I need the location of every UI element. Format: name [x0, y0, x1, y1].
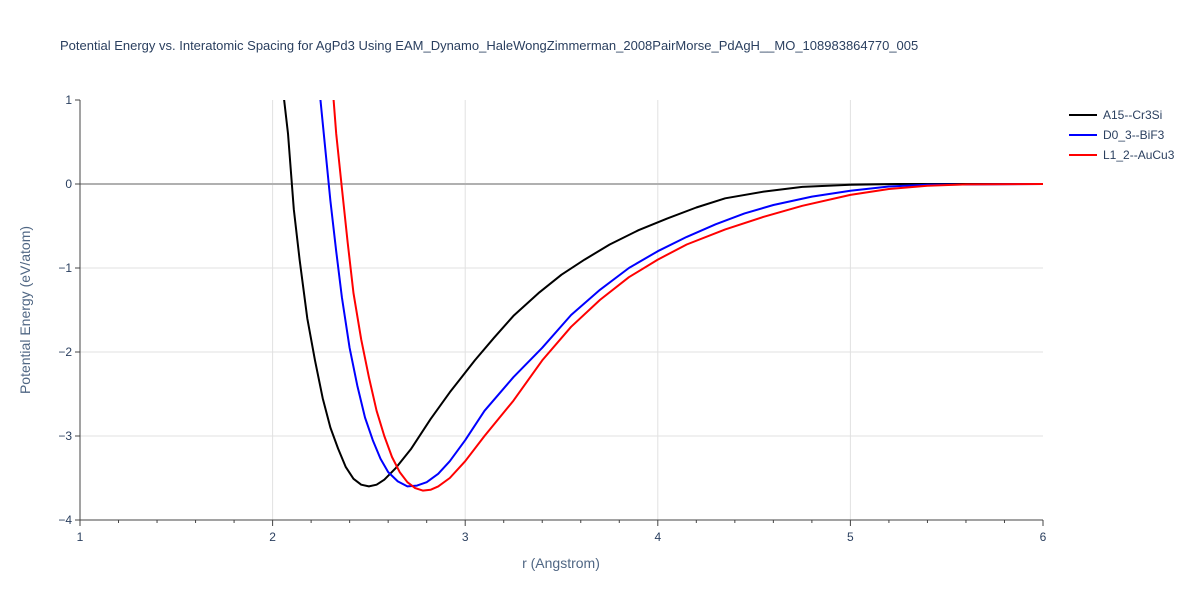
- series-line-3: [332, 100, 1043, 492]
- y-tick-label: −4: [58, 513, 72, 527]
- y-tick-label: −1: [58, 261, 72, 275]
- x-tick-label: 6: [1040, 530, 1047, 544]
- x-tick-label: 3: [462, 530, 469, 544]
- x-tick-label: 5: [847, 530, 854, 544]
- legend-label: D0_3--BiF3: [1103, 128, 1165, 142]
- legend-label: A15--Cr3Si: [1103, 108, 1162, 122]
- axes: [75, 99, 1044, 526]
- legend: A15--Cr3Si D0_3--BiF3 L1_2--AuCu3: [1069, 108, 1175, 162]
- grid-lines: [80, 100, 1043, 520]
- x-tick-labels: 1 2 3 4 5 6: [77, 530, 1047, 544]
- series-lines: [283, 100, 1043, 492]
- series-line-1: [283, 100, 1043, 488]
- x-tick-label: 2: [269, 530, 276, 544]
- legend-label: L1_2--AuCu3: [1103, 148, 1175, 162]
- chart-title: Potential Energy vs. Interatomic Spacing…: [60, 38, 918, 53]
- y-tick-label: −2: [58, 345, 72, 359]
- y-axis-label: Potential Energy (eV/atom): [17, 226, 33, 394]
- y-tick-label: 1: [65, 93, 72, 107]
- x-tick-label: 4: [654, 530, 661, 544]
- y-tick-label: 0: [65, 177, 72, 191]
- series-line-2: [319, 100, 1043, 488]
- x-tick-label: 1: [77, 530, 84, 544]
- y-tick-label: −3: [58, 429, 72, 443]
- x-axis-label: r (Angstrom): [522, 555, 600, 571]
- y-tick-labels: 1 0 −1 −2 −3 −4: [58, 93, 72, 527]
